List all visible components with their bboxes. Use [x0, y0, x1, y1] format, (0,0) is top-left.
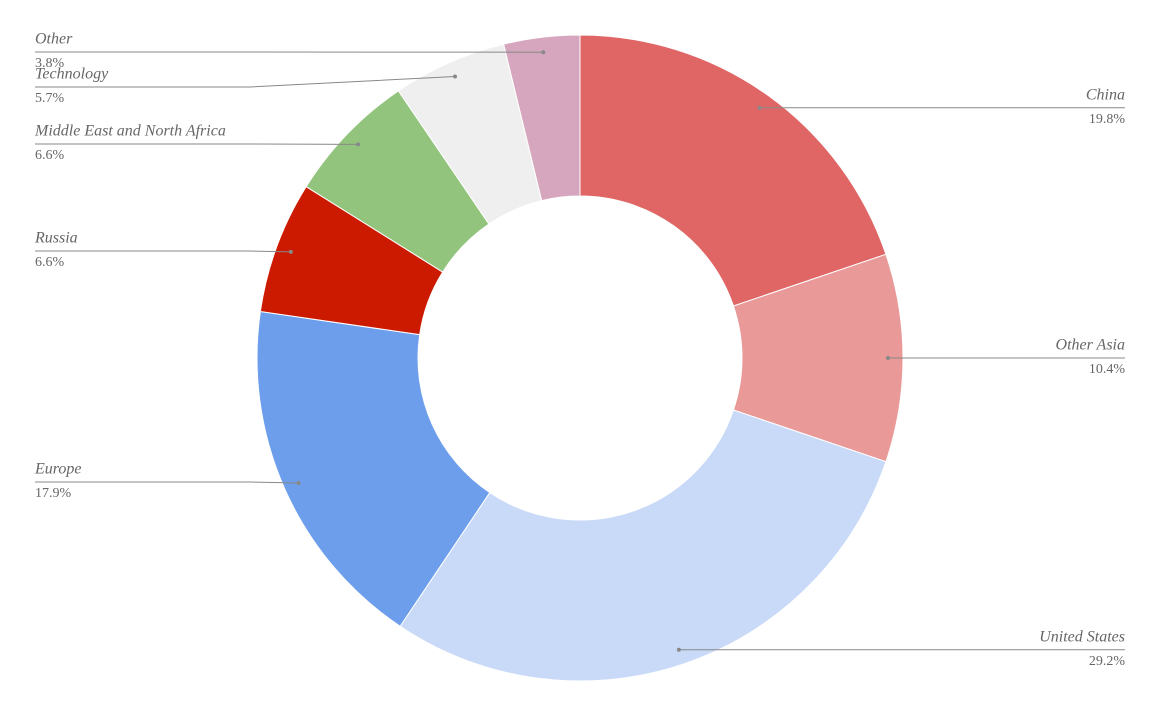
leader-dot: [296, 480, 301, 485]
slice-label: Other: [35, 31, 73, 48]
leader-dot: [886, 356, 890, 360]
donut-slice: [399, 409, 887, 682]
leader-dot: [541, 50, 546, 55]
slice-label: Other Asia: [1056, 337, 1125, 354]
slice-label: Middle East and North Africa: [34, 123, 226, 140]
slice-value-label: 17.9%: [35, 486, 72, 501]
donut-slice: [732, 253, 904, 463]
slice-value-label: 29.2%: [1089, 654, 1126, 669]
leader-dot: [453, 74, 458, 79]
donut-slice: [579, 34, 887, 307]
donut-slice: [256, 310, 491, 627]
slice-value-label: 19.8%: [1089, 112, 1126, 127]
leader-dot: [288, 249, 293, 254]
leader-line: [35, 75, 456, 88]
slice-label: Technology: [35, 66, 109, 83]
slice-value-label: 6.6%: [35, 255, 65, 270]
slice-label: Europe: [34, 461, 82, 478]
leader-line: [35, 481, 299, 484]
slice-label: United States: [1039, 628, 1125, 645]
slice-label: China: [1086, 86, 1125, 103]
slice-value-label: 3.8%: [35, 56, 65, 71]
slice-label: Russia: [34, 230, 78, 247]
leader-dot: [676, 647, 681, 652]
leader-dot: [757, 105, 762, 110]
leader-dot: [356, 142, 361, 147]
slice-value-label: 6.6%: [35, 148, 65, 163]
slice-value-label: 5.7%: [35, 91, 65, 106]
donut-slice: [503, 34, 581, 202]
leader-line: [35, 250, 291, 253]
slice-value-label: 10.4%: [1089, 362, 1126, 377]
